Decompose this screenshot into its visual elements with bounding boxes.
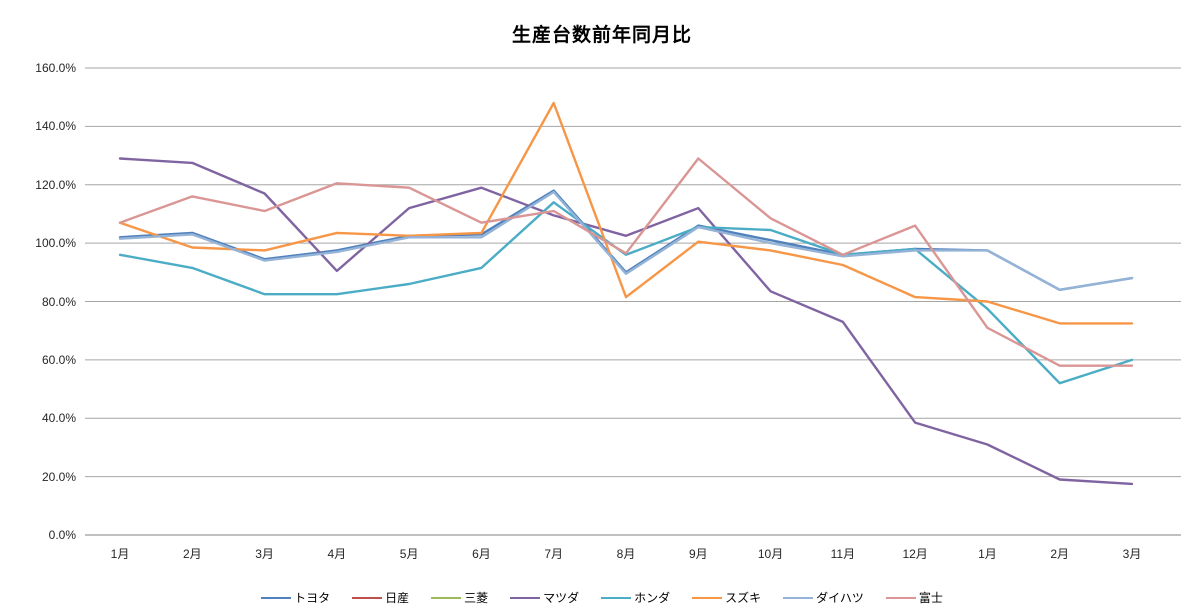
legend-swatch — [431, 597, 462, 599]
legend-label: ダイハツ — [816, 591, 864, 605]
x-tick-label: 8月 — [616, 547, 636, 561]
x-tick-label: 10月 — [757, 547, 784, 561]
legend-swatch — [601, 597, 632, 599]
y-tick-label: 140.0% — [35, 119, 76, 134]
x-tick-label: 2月 — [1050, 547, 1070, 561]
x-tick-label: 12月 — [902, 547, 928, 561]
legend-item-ダイハツ: ダイハツ — [783, 591, 864, 605]
x-tick-label: 3月 — [255, 547, 274, 561]
y-tick-label: 40.0% — [41, 411, 76, 426]
x-tick-label: 6月 — [472, 547, 491, 561]
legend-swatch — [510, 597, 541, 599]
chart-title: 生産台数前年同月比 — [511, 25, 692, 46]
y-tick-label: 80.0% — [41, 294, 76, 309]
x-tick-label: 11月 — [830, 547, 856, 561]
y-tick-label: 60.0% — [41, 352, 76, 367]
legend-swatch — [261, 597, 292, 599]
legend-label: スズキ — [725, 591, 762, 605]
x-tick-label: 1月 — [110, 547, 130, 561]
y-tick-label: 100.0% — [35, 236, 76, 251]
legend: トヨタ 日産 三菱 マツダ ホンダ スズキ ダイハツ 富士 — [0, 589, 1204, 607]
x-tick-label: 3月 — [1122, 547, 1142, 561]
series-line-マツダ — [118, 157, 1134, 486]
y-tick-label: 120.0% — [35, 177, 76, 192]
legend-label: 富士 — [918, 591, 943, 605]
x-tick-label: 2月 — [182, 547, 202, 561]
legend-swatch — [692, 597, 723, 599]
legend-label: マツダ — [543, 591, 580, 605]
x-tick-label: 5月 — [399, 547, 419, 561]
legend-item-ホンダ: ホンダ — [601, 591, 670, 605]
legend-item-トヨタ: トヨタ — [261, 591, 330, 605]
legend-swatch — [885, 597, 916, 599]
series-line-富士 — [118, 157, 1134, 367]
legend-item-日産: 日産 — [352, 591, 409, 605]
legend-item-マツダ: マツダ — [510, 591, 579, 605]
legend-item-スズキ: スズキ — [692, 591, 761, 605]
y-tick-label: 20.0% — [41, 469, 76, 484]
y-tick-label: 0.0% — [48, 528, 76, 542]
legend-label: トヨタ — [294, 591, 331, 605]
series-line-ホンダ — [118, 201, 1134, 385]
x-tick-label: 1月 — [978, 547, 997, 561]
series-line-ダイハツ — [118, 190, 1134, 291]
x-tick-label: 4月 — [327, 547, 347, 561]
legend-label: 日産 — [385, 591, 410, 605]
series-line-スズキ — [118, 101, 1134, 325]
y-tick-label: 160.0% — [35, 61, 76, 75]
legend-label: ホンダ — [634, 591, 671, 605]
x-tick-label: 7月 — [544, 547, 564, 561]
legend-swatch — [352, 597, 383, 599]
legend-label: 三菱 — [464, 591, 489, 605]
legend-swatch — [783, 597, 814, 599]
x-tick-label: 9月 — [688, 547, 708, 561]
legend-item-三菱: 三菱 — [431, 591, 488, 605]
legend-item-富士: 富士 — [885, 591, 943, 605]
